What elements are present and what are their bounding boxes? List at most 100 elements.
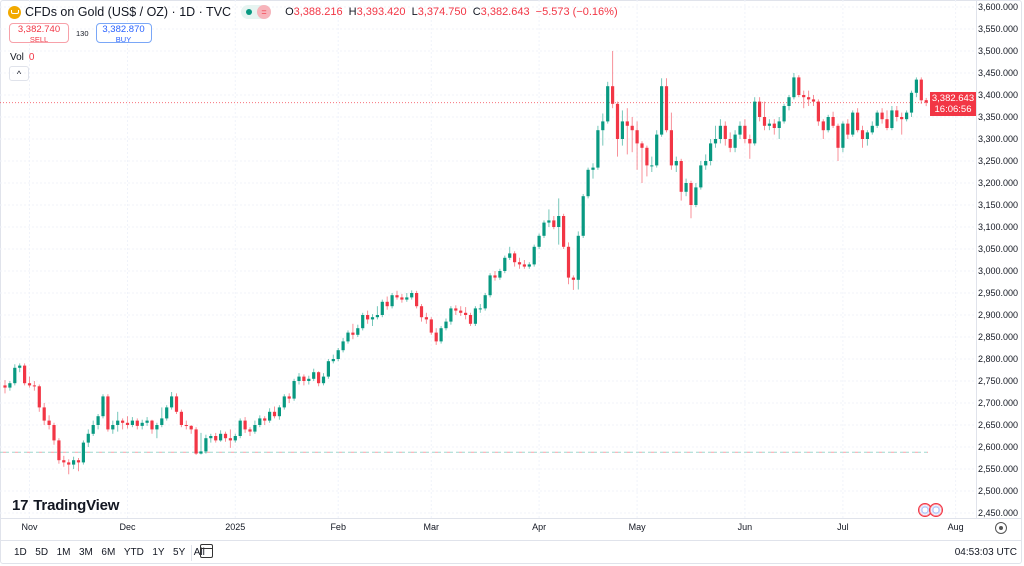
- candle-body[interactable]: [542, 222, 546, 236]
- candle-body[interactable]: [615, 103, 620, 139]
- candle-body[interactable]: [503, 257, 507, 271]
- candle-body[interactable]: [233, 436, 237, 441]
- candle-body[interactable]: [875, 112, 879, 126]
- candle-body[interactable]: [777, 121, 781, 128]
- candle-body[interactable]: [459, 310, 463, 313]
- candle-body[interactable]: [709, 143, 713, 161]
- candle-body[interactable]: [640, 143, 644, 148]
- candle-body[interactable]: [660, 86, 664, 135]
- candle-body[interactable]: [758, 101, 762, 117]
- candle-body[interactable]: [591, 167, 595, 170]
- candle-body[interactable]: [23, 365, 27, 384]
- candle-body[interactable]: [444, 321, 448, 329]
- candle-body[interactable]: [586, 169, 590, 197]
- candle-body[interactable]: [449, 308, 453, 322]
- candle-body[interactable]: [253, 425, 257, 432]
- candle-body[interactable]: [13, 367, 17, 384]
- candle-body[interactable]: [870, 125, 874, 133]
- candle-body[interactable]: [493, 275, 497, 278]
- candle-body[interactable]: [645, 147, 649, 166]
- candle-body[interactable]: [733, 134, 737, 148]
- range-button-3m[interactable]: 3M: [79, 547, 93, 558]
- candle-body[interactable]: [326, 361, 330, 377]
- candle-body[interactable]: [792, 77, 796, 98]
- candle-body[interactable]: [238, 420, 242, 436]
- candle-body[interactable]: [346, 332, 350, 342]
- candle-body[interactable]: [547, 220, 551, 223]
- candle-body[interactable]: [336, 350, 340, 359]
- candle-body[interactable]: [106, 396, 110, 430]
- candle-body[interactable]: [860, 130, 865, 139]
- candle-body[interactable]: [611, 86, 615, 104]
- candle-body[interactable]: [57, 440, 61, 461]
- range-button-all[interactable]: All: [193, 547, 205, 558]
- candle-body[interactable]: [37, 386, 41, 408]
- candle-body[interactable]: [27, 383, 32, 386]
- candle-body[interactable]: [243, 420, 247, 430]
- candle-body[interactable]: [8, 383, 12, 388]
- candle-body[interactable]: [356, 328, 360, 335]
- candle-body[interactable]: [571, 277, 575, 280]
- candle-body[interactable]: [125, 422, 130, 425]
- candle-body[interactable]: [743, 125, 747, 139]
- candle-body[interactable]: [219, 433, 223, 441]
- candle-body[interactable]: [76, 460, 81, 463]
- range-button-1m[interactable]: 1M: [56, 547, 71, 558]
- candle-body[interactable]: [282, 396, 286, 408]
- candle-body[interactable]: [821, 121, 825, 131]
- candle-body[interactable]: [72, 460, 76, 465]
- candle-body[interactable]: [405, 297, 409, 300]
- candle-body[interactable]: [135, 420, 139, 426]
- range-button-1d[interactable]: 1D: [14, 547, 27, 558]
- candle-body[interactable]: [287, 396, 291, 399]
- candle-body[interactable]: [351, 332, 355, 335]
- candle-body[interactable]: [140, 422, 144, 426]
- candle-body[interactable]: [272, 411, 277, 417]
- candle-body[interactable]: [312, 372, 316, 379]
- candle-body[interactable]: [517, 262, 522, 265]
- candle-body[interactable]: [160, 418, 164, 425]
- candle-body[interactable]: [488, 275, 492, 296]
- candle-body[interactable]: [390, 295, 394, 307]
- range-button-5y[interactable]: 5Y: [173, 547, 186, 558]
- candle-body[interactable]: [738, 125, 742, 135]
- collapse-legend-button[interactable]: ^: [9, 66, 29, 81]
- buy-button[interactable]: 3,382.870 BUY: [95, 23, 152, 44]
- candle-body[interactable]: [576, 235, 580, 280]
- candle-body[interactable]: [537, 235, 541, 247]
- candle-body[interactable]: [150, 420, 154, 430]
- candle-body[interactable]: [415, 293, 419, 307]
- sell-button[interactable]: 3,382.740 SELL: [9, 23, 69, 44]
- candle-body[interactable]: [228, 438, 232, 441]
- candle-body[interactable]: [532, 246, 536, 265]
- candle-body[interactable]: [67, 462, 71, 465]
- candle-body[interactable]: [704, 161, 708, 166]
- candle-body[interactable]: [96, 416, 100, 425]
- candle-body[interactable]: [797, 77, 801, 95]
- candle-body[interactable]: [297, 376, 301, 381]
- candle-body[interactable]: [919, 79, 923, 101]
- candle-body[interactable]: [508, 253, 512, 258]
- candle-body[interactable]: [209, 436, 213, 439]
- candle-body[interactable]: [606, 86, 610, 122]
- candle-body[interactable]: [52, 425, 56, 441]
- candle-body[interactable]: [816, 101, 820, 122]
- candle-body[interactable]: [557, 216, 561, 227]
- candle-body[interactable]: [674, 161, 678, 166]
- candle-body[interactable]: [836, 125, 840, 148]
- candle-body[interactable]: [307, 378, 311, 381]
- candle-body[interactable]: [846, 123, 850, 135]
- range-button-5d[interactable]: 5D: [35, 547, 49, 558]
- candlestick-chart[interactable]: 3,600.000 3,550.000 3,500.000 3,450.000 3,40…: [0, 0, 1024, 540]
- candle-body[interactable]: [782, 106, 786, 122]
- candle-body[interactable]: [91, 425, 95, 434]
- candle-body[interactable]: [361, 315, 365, 329]
- candle-body[interactable]: [522, 264, 526, 267]
- candle-body[interactable]: [268, 411, 272, 421]
- candle-body[interactable]: [424, 317, 428, 320]
- candle-body[interactable]: [669, 130, 673, 166]
- candle-body[interactable]: [826, 117, 830, 131]
- candle-body[interactable]: [199, 451, 203, 454]
- candle-body[interactable]: [689, 183, 693, 205]
- candle-body[interactable]: [375, 315, 379, 318]
